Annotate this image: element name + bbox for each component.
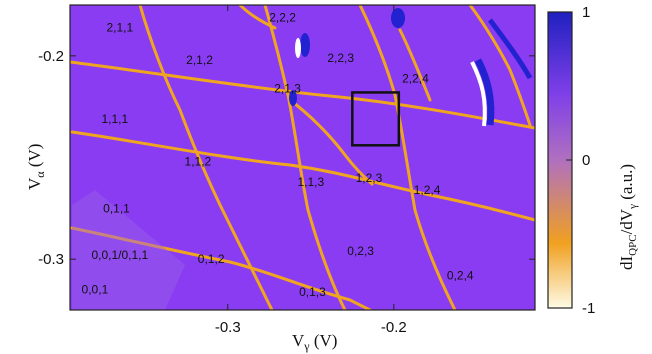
state-label: 2,2,2 xyxy=(269,10,296,24)
state-label: 0,0,1 xyxy=(82,283,109,297)
state-label: 1,1,3 xyxy=(297,175,324,189)
colorbar-label: dIQPC/dVγ (a.u.) xyxy=(617,164,639,270)
state-label: 0,1,3 xyxy=(299,285,326,299)
state-label: 0,2,3 xyxy=(347,244,374,258)
state-label: 1,2,3 xyxy=(356,171,383,185)
transition-line xyxy=(288,98,374,186)
state-label: 1,2,4 xyxy=(414,183,441,197)
state-label: 1,1,1 xyxy=(101,112,128,126)
plot-frame xyxy=(69,4,536,311)
highlight-box xyxy=(351,91,401,147)
y-tick-label: -0.2 xyxy=(38,48,64,65)
state-label: 0,2,4 xyxy=(447,269,474,283)
white-spot xyxy=(295,38,301,58)
transition-line xyxy=(358,5,457,310)
x-axis-label: Vγ (V) xyxy=(292,331,337,353)
blue-spot xyxy=(391,8,405,28)
extreme-features xyxy=(289,8,533,127)
blue-spot xyxy=(289,90,297,106)
state-label: 2,2,4 xyxy=(402,71,429,85)
noise-patch xyxy=(72,190,185,310)
transition-line xyxy=(398,28,432,102)
colorbar-tick-label: 1 xyxy=(582,4,590,21)
x-axis: -0.3 -0.2 xyxy=(215,5,407,336)
transition-line xyxy=(138,5,274,310)
x-tick-label: -0.3 xyxy=(215,319,241,336)
state-label: 0,0,1/0,1,1 xyxy=(91,248,148,262)
blue-spot xyxy=(300,33,310,57)
transition-line xyxy=(70,60,535,130)
transition-line xyxy=(468,5,532,127)
y-axis: -0.2 -0.3 xyxy=(38,48,535,268)
transition-lines xyxy=(70,5,535,310)
state-label: 2,1,3 xyxy=(274,81,301,95)
y-tick-label: -0.3 xyxy=(38,251,64,268)
transition-line xyxy=(263,5,347,310)
blue-streak xyxy=(474,58,495,126)
y-axis-label: Vα (V) xyxy=(25,144,47,190)
transition-line xyxy=(238,5,277,30)
state-label: 2,2,3 xyxy=(327,51,354,65)
colorbar-tick-label: -1 xyxy=(582,300,595,317)
transition-line xyxy=(70,130,535,222)
blue-streak xyxy=(487,18,533,80)
state-label: 2,1,2 xyxy=(186,53,213,67)
white-streak xyxy=(470,61,487,127)
state-label: 1,1,2 xyxy=(185,155,212,169)
colorbar-tick-label: 0 xyxy=(582,152,590,169)
transition-line xyxy=(70,226,372,310)
state-label: 0,1,1 xyxy=(103,201,130,215)
state-label: 0,1,2 xyxy=(198,252,225,266)
plot-area xyxy=(70,5,535,310)
colorbar-axis: 1 0 -1 xyxy=(566,4,595,317)
state-label: 2,1,1 xyxy=(106,20,133,34)
x-tick-label: -0.2 xyxy=(381,319,407,336)
state-labels: 2,1,1 2,1,2 2,2,2 2,2,3 2,1,3 2,2,4 1,1,1 1,1,2… xyxy=(82,10,474,299)
